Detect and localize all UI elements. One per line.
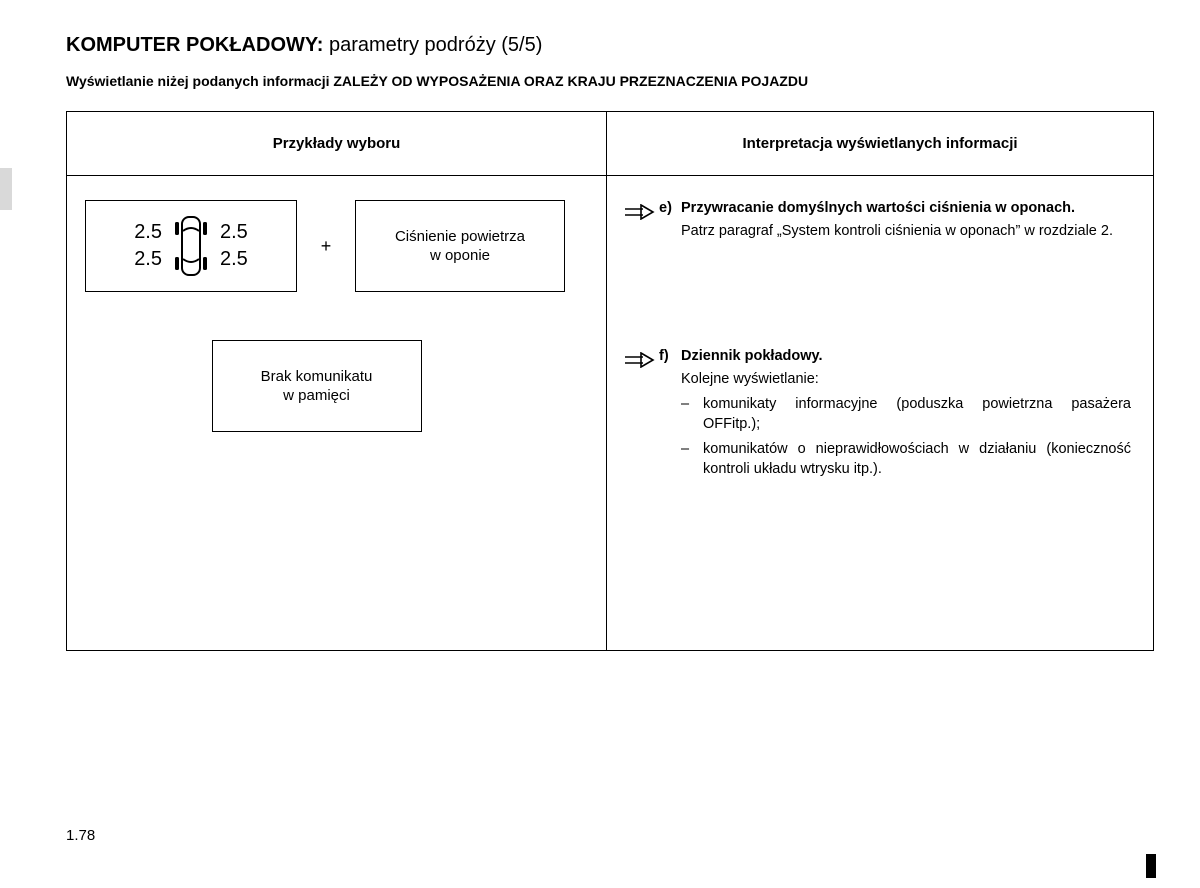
arrow-icon	[623, 200, 659, 242]
tire-fl: 2.5	[134, 219, 162, 246]
entry-e-text: Patrz paragraf „System kontroli ciśnieni…	[681, 222, 1131, 242]
entry-f-li2: komunikatów o nieprawidłowościach w dzia…	[703, 440, 1131, 479]
entry-e-title: Przywracanie domyślnych wartości ciśnien…	[681, 200, 1131, 216]
entry-f: f) Dziennik pokładowy. Kolejne wyświetla…	[623, 348, 1131, 480]
entry-f-list: – komunikaty informacyjne (poduszka powi…	[681, 395, 1131, 479]
example-tire-pressure: 2.5 2.5 2.5	[85, 200, 588, 292]
msg-pressure-l1: Ciśnienie powietrza	[395, 227, 525, 247]
table-header-left: Przykłady wyboru	[67, 112, 607, 175]
entry-f-title: Dziennik pokładowy.	[681, 348, 1131, 364]
tire-values-left: 2.5 2.5	[134, 219, 162, 273]
entry-f-letter: f)	[659, 348, 681, 364]
content-table: Przykłady wyboru Interpretacja wyświetla…	[66, 111, 1154, 651]
tire-rl: 2.5	[134, 246, 162, 273]
dash-icon: –	[681, 440, 703, 479]
side-tab	[0, 168, 12, 210]
tire-rr: 2.5	[220, 246, 248, 273]
title-rest: parametry podróży (5/5)	[323, 34, 542, 56]
list-item: – komunikaty informacyjne (poduszka powi…	[681, 395, 1131, 434]
manual-page: KOMPUTER POKŁADOWY: parametry podróży (5…	[0, 0, 1200, 888]
entry-f-li1: komunikaty informacyjne (poduszka powiet…	[703, 395, 1131, 434]
tire-fr: 2.5	[220, 219, 248, 246]
page-subtitle: Wyświetlanie niżej podanych informacji Z…	[66, 73, 1148, 89]
title-bold: KOMPUTER POKŁADOWY:	[66, 34, 323, 56]
entry-e-body: e) Przywracanie domyślnych wartości ciśn…	[659, 200, 1131, 242]
tire-values-right: 2.5 2.5	[220, 219, 248, 273]
table-body-row: 2.5 2.5 2.5	[67, 176, 1153, 650]
msg-none-l1: Brak komunikatu	[261, 367, 373, 387]
example-no-message: Brak komunikatu w pamięci	[85, 340, 588, 432]
table-header-row: Przykłady wyboru Interpretacja wyświetla…	[67, 112, 1153, 176]
page-title: KOMPUTER POKŁADOWY: parametry podróży (5…	[66, 34, 1148, 57]
entry-f-body: f) Dziennik pokładowy. Kolejne wyświetla…	[659, 348, 1131, 480]
interpretation-column: e) Przywracanie domyślnych wartości ciśn…	[607, 176, 1153, 650]
car-icon	[170, 209, 212, 283]
arrow-icon	[623, 348, 659, 480]
message-none: Brak komunikatu w pamięci	[212, 340, 422, 432]
entry-e: e) Przywracanie domyślnych wartości ciśn…	[623, 200, 1131, 242]
entry-e-letter: e)	[659, 200, 681, 216]
plus-sign: +	[311, 236, 341, 257]
page-number: 1.78	[66, 827, 95, 844]
list-item: – komunikatów o nieprawidłowościach w dz…	[681, 440, 1131, 479]
msg-pressure-l2: w oponie	[395, 246, 525, 266]
examples-column: 2.5 2.5 2.5	[67, 176, 607, 650]
dash-icon: –	[681, 395, 703, 434]
crop-mark	[1146, 854, 1156, 878]
msg-none-l2: w pamięci	[261, 386, 373, 406]
tire-display: 2.5 2.5 2.5	[85, 200, 297, 292]
message-pressure: Ciśnienie powietrza w oponie	[355, 200, 565, 292]
entry-f-intro: Kolejne wyświetlanie:	[681, 370, 1131, 390]
table-header-right: Interpretacja wyświetlanych informacji	[607, 112, 1153, 175]
